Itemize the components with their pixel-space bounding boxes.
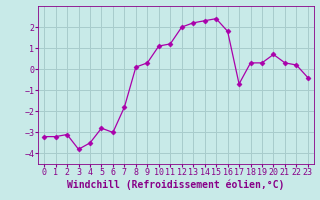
X-axis label: Windchill (Refroidissement éolien,°C): Windchill (Refroidissement éolien,°C) <box>67 180 285 190</box>
